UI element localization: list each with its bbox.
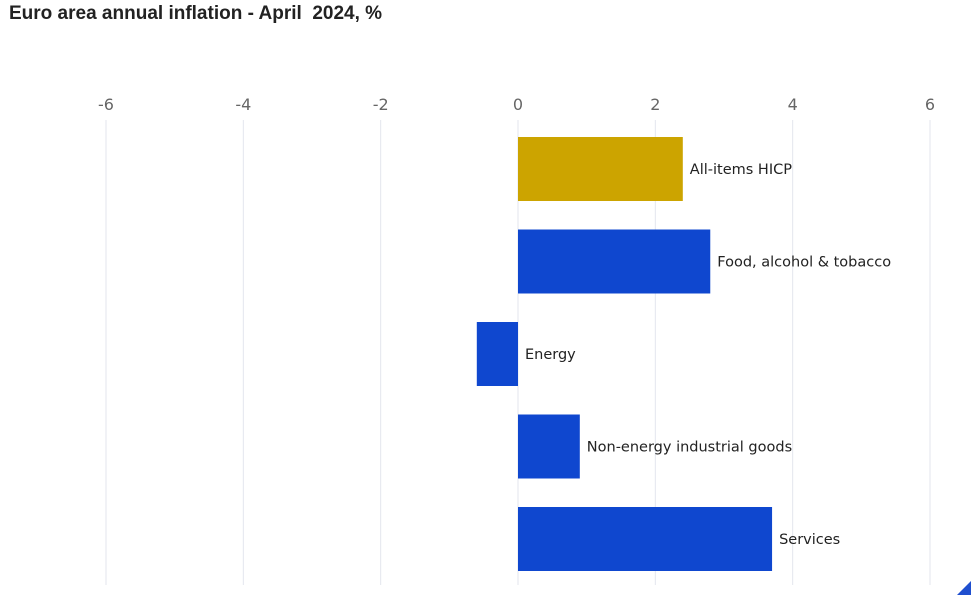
bar[interactable]: [518, 137, 683, 201]
bar[interactable]: [476, 322, 518, 386]
gridlines: [105, 120, 931, 585]
bar-labels: All-items HICP Food, alcohol & tobacco Ene…: [525, 162, 891, 548]
bar[interactable]: [518, 229, 711, 294]
x-tick-label: 4: [788, 95, 798, 114]
x-tick-label: -6: [98, 95, 114, 114]
x-tick-label: 0: [513, 95, 523, 114]
bar-label: Non-energy industrial goods: [587, 440, 792, 456]
x-tick-label: 2: [650, 95, 660, 114]
x-tick-label: -4: [235, 95, 251, 114]
x-axis-ticks: -6 -4 -2 0 2 4 6: [98, 95, 935, 114]
bar-label: Energy: [525, 347, 576, 363]
bar-label: All-items HICP: [690, 162, 792, 178]
chart-title: Euro area annual inflation - April 2024,…: [9, 3, 383, 24]
bar[interactable]: [518, 414, 580, 479]
bars: [476, 137, 773, 571]
x-tick-label: -2: [373, 95, 389, 114]
x-tick-label: 6: [925, 95, 935, 114]
bar[interactable]: [518, 507, 773, 571]
bar-label: Food, alcohol & tobacco: [717, 255, 891, 271]
resize-handle-icon[interactable]: [957, 581, 971, 595]
bar-label: Services: [779, 532, 840, 548]
